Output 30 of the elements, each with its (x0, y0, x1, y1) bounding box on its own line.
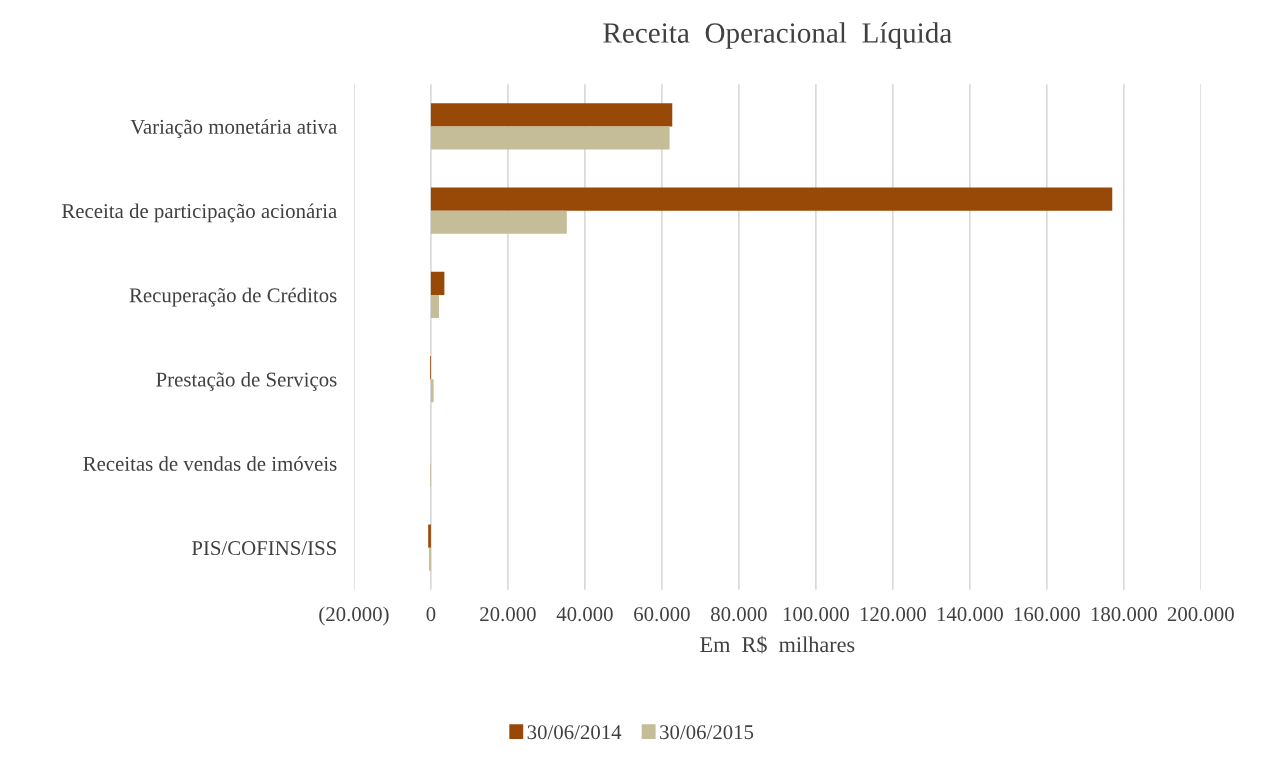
y-tick-label: Variação monetária ativa (130, 119, 337, 139)
chart-title: Receita Operacional Líquida (603, 22, 952, 49)
x-axis-title: Em R$ milhares (700, 635, 855, 654)
x-tick-label: 180.000 (1091, 607, 1157, 622)
x-tick-label: 140.000 (937, 607, 1003, 622)
x-tick-label: 200.000 (1167, 607, 1234, 622)
x-tick-label: 20.000 (480, 607, 536, 622)
bar (430, 210, 567, 234)
y-tick-label: Receita de participação acionária (61, 203, 337, 223)
bar (430, 187, 1113, 211)
x-tick-label: 120.000 (860, 607, 926, 622)
x-tick-label: 0 (426, 607, 436, 622)
x-tick-label: (20.000) (319, 606, 389, 626)
legend-label: 30/06/2014 (527, 725, 622, 740)
x-tick-label: 100.000 (783, 607, 849, 622)
y-tick-label: Prestação de Serviços (156, 371, 337, 391)
x-tick-label: 80.000 (711, 607, 767, 622)
bar (430, 126, 670, 150)
y-tick-label: Receitas de vendas de imóveis (83, 456, 337, 471)
bar (428, 524, 431, 548)
bar (430, 294, 439, 319)
y-tick-label: PIS/COFINS/ISS (191, 541, 336, 556)
bar (430, 271, 445, 295)
bar (430, 379, 434, 403)
x-tick-label: 160.000 (1014, 607, 1080, 622)
legend-label: 30/06/2015 (660, 725, 754, 740)
bar (430, 103, 673, 127)
x-tick-label: 40.000 (556, 607, 613, 622)
y-tick-label: Recuperação de Créditos (129, 287, 337, 307)
x-tick-label: 60.000 (634, 607, 690, 622)
